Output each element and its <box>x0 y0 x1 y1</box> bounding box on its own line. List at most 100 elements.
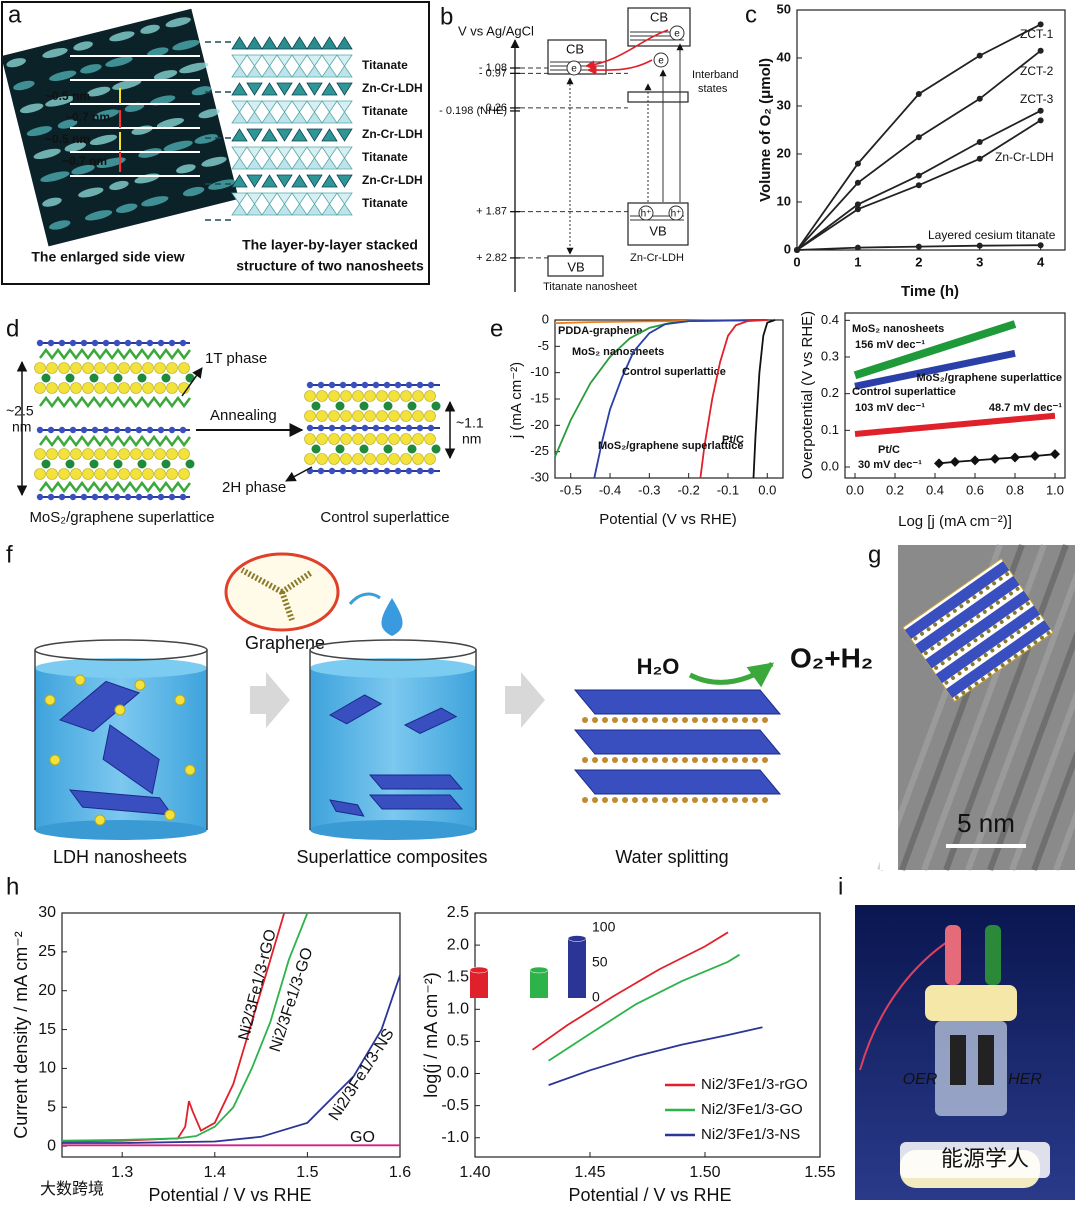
stem-spot <box>13 80 35 91</box>
sulfur <box>424 433 436 445</box>
sulfur <box>388 453 400 465</box>
stem-spot <box>141 196 169 207</box>
cell-body <box>935 1021 1007 1116</box>
ion <box>184 764 196 776</box>
octahedron <box>291 82 308 96</box>
series-label: MoS₂ nanosheets <box>572 346 664 358</box>
graphene-atom <box>672 757 678 763</box>
sulfur <box>106 468 118 480</box>
series-line <box>531 931 729 1051</box>
octahedron <box>246 65 263 78</box>
carrier <box>653 52 669 68</box>
series-label: ZCT-2 <box>1020 64 1054 78</box>
y-axis-label: Volume of O₂ (μmol) <box>757 58 774 202</box>
graphene-sheet <box>279 590 295 622</box>
atom <box>328 424 336 432</box>
sulfur <box>424 390 436 402</box>
graphene-atom <box>702 797 708 803</box>
marker <box>990 453 1000 464</box>
atom <box>157 493 165 501</box>
model-atom <box>969 618 974 623</box>
atom <box>416 467 424 475</box>
molybdenum <box>407 444 417 454</box>
band-label: CB <box>650 9 668 24</box>
octahedron <box>336 128 353 142</box>
sulfur <box>94 382 106 394</box>
sulfur <box>94 362 106 374</box>
y-tick-label: 25 <box>38 943 56 960</box>
stem-spot <box>156 118 185 129</box>
sulfur <box>178 468 190 480</box>
spacing-label: nm <box>12 419 31 435</box>
atom <box>328 381 336 389</box>
sulfur <box>328 410 340 422</box>
octahedron <box>306 111 323 124</box>
process-arrow <box>250 672 290 728</box>
sulfur <box>400 410 412 422</box>
sulfur <box>58 382 70 394</box>
atom <box>113 426 121 434</box>
sulfur <box>118 362 130 374</box>
atom <box>361 467 369 475</box>
y-tick-label: 2.5 <box>447 904 469 921</box>
graphene-atom <box>682 797 688 803</box>
atom <box>36 493 44 501</box>
octahedron <box>321 36 338 50</box>
sulfur <box>316 410 328 422</box>
x-axis-label: Potential / V vs RHE <box>148 1185 311 1205</box>
octahedron <box>336 36 353 50</box>
x-tick-label: 1.45 <box>574 1164 605 1181</box>
marker <box>950 456 960 467</box>
atom <box>416 424 424 432</box>
carrier-label: h⁺ <box>671 209 682 220</box>
atom <box>350 424 358 432</box>
electrode-label: OER <box>903 1071 938 1088</box>
stem-spot <box>105 56 133 67</box>
marker <box>915 182 922 189</box>
model-atom <box>954 695 959 700</box>
sulfur <box>118 448 130 460</box>
atom <box>339 467 347 475</box>
electrode-label: HER <box>1008 1071 1042 1088</box>
model-atom <box>993 624 998 629</box>
model-atom <box>1002 596 1007 601</box>
octahedron <box>321 65 338 78</box>
graphene-atom <box>672 717 678 723</box>
sulfur <box>34 468 46 480</box>
model-atom <box>1000 663 1005 668</box>
model-atom <box>994 667 999 672</box>
graphene-atom <box>602 717 608 723</box>
series-label: Control superlattice <box>852 386 956 398</box>
graphene-atom <box>702 717 708 723</box>
model-atom <box>951 676 956 681</box>
model-atom <box>1036 616 1041 621</box>
model-atom <box>930 646 935 651</box>
sulfur <box>46 362 58 374</box>
atom <box>91 426 99 434</box>
sulfur <box>70 468 82 480</box>
octahedron <box>336 82 353 96</box>
atom <box>383 381 391 389</box>
molybdenum <box>89 373 99 383</box>
model-atom <box>959 604 964 609</box>
stem-spot <box>45 95 75 107</box>
pointer <box>285 466 313 482</box>
graphene-atom <box>642 717 648 723</box>
x-tick-label: -0.4 <box>599 482 621 497</box>
atom <box>339 424 347 432</box>
model-atom <box>966 642 971 647</box>
octahedron <box>306 65 323 78</box>
nanosheet <box>403 707 458 735</box>
y-tick-label: 0 <box>784 241 791 256</box>
model-atom <box>967 686 972 691</box>
octahedron <box>336 65 353 78</box>
y-tick-label: 1.0 <box>447 1001 469 1018</box>
graphene-atom <box>732 757 738 763</box>
molybdenum <box>137 459 147 469</box>
graphene-atom <box>592 797 598 803</box>
caption: The enlarged side view <box>31 249 184 265</box>
model-layer <box>946 620 1051 698</box>
series-line <box>752 319 776 479</box>
model-atom <box>923 651 928 656</box>
octahedron <box>231 54 248 67</box>
